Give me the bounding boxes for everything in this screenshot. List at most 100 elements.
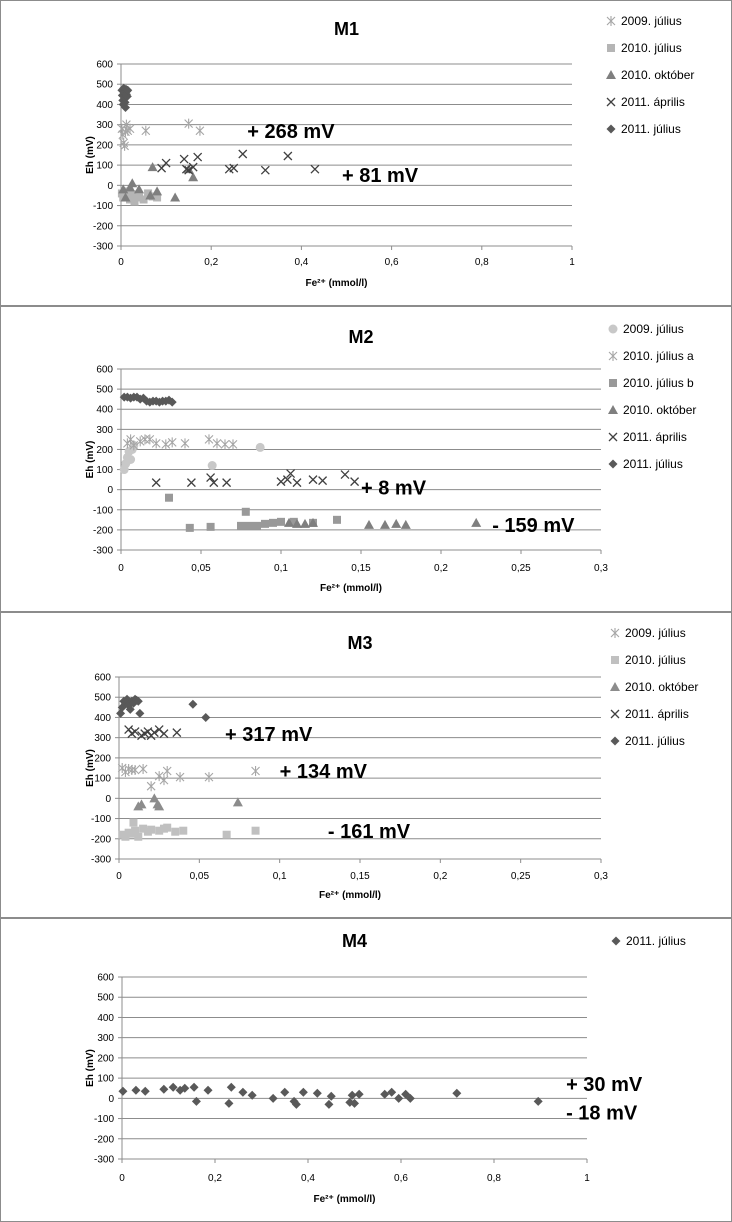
legend-marker	[608, 351, 618, 361]
data-point	[185, 523, 194, 532]
x-tick-label: 0,15	[351, 563, 371, 574]
data-point	[324, 1099, 334, 1109]
y-tick-label: -300	[91, 855, 111, 866]
data-point	[120, 140, 129, 151]
legend-marker	[610, 682, 620, 691]
data-point	[171, 827, 180, 836]
y-tick-label: -200	[94, 1134, 114, 1145]
data-point	[224, 1098, 234, 1108]
y-tick-label: -100	[93, 201, 113, 212]
data-point	[134, 832, 143, 841]
data-point	[401, 1089, 411, 1099]
y-tick-label: 200	[96, 140, 113, 151]
data-point	[326, 1091, 336, 1101]
panel-m3: M3 600 500 400 300 200 100 0 -100 -200 -300 0 0,05 0,…	[0, 612, 732, 918]
data-point	[179, 826, 188, 835]
data-point	[204, 772, 214, 783]
y-tick-label: 400	[94, 713, 111, 724]
series	[133, 793, 243, 811]
y-axis-label: Eh (mV)	[85, 749, 96, 787]
data-point	[147, 825, 156, 834]
data-point	[260, 165, 270, 175]
series	[118, 1082, 543, 1109]
data-point	[167, 397, 177, 407]
data-point	[312, 1088, 322, 1098]
data-point	[222, 478, 232, 488]
x-tick-label: 0,15	[350, 871, 370, 882]
data-point	[354, 1089, 364, 1099]
data-point	[283, 151, 293, 161]
legend-marker	[606, 124, 616, 134]
y-tick-label: 100	[96, 465, 113, 476]
x-tick-label: 0,6	[385, 257, 399, 268]
x-tick-label: 0,3	[594, 871, 608, 882]
y-tick-label: 0	[107, 181, 113, 192]
data-point	[153, 193, 162, 202]
data-point	[251, 826, 260, 835]
value-annotation: + 317 mV	[225, 724, 313, 746]
y-tick-label: 300	[94, 733, 111, 744]
data-point	[149, 728, 159, 738]
value-annotation: - 18 mV	[566, 1102, 638, 1124]
y-tick-label: -300	[93, 546, 113, 557]
series	[157, 149, 320, 175]
data-point	[533, 1096, 543, 1106]
x-tick-label: 0,25	[511, 871, 531, 882]
data-point	[117, 702, 127, 712]
chart-title: M4	[342, 931, 367, 951]
data-point	[253, 521, 261, 530]
data-point	[282, 475, 292, 485]
data-point	[126, 455, 136, 464]
chart-m1: M1 600 500 400 300 200 100 0 -100 -200 -300 0 0,2 0,4…	[85, 14, 694, 289]
data-point	[120, 97, 130, 107]
data-point	[131, 1085, 141, 1095]
legend-entry: 2010. július	[621, 41, 682, 55]
y-tick-label: -300	[94, 1155, 114, 1166]
data-point	[133, 696, 143, 706]
data-point	[212, 438, 222, 449]
legend-marker	[608, 459, 618, 469]
x-tick-label: 0,4	[301, 1173, 315, 1184]
data-point	[159, 1084, 169, 1094]
x-axis-label: Fe²⁺ (mmol/l)	[306, 278, 368, 289]
data-point	[136, 799, 147, 809]
data-point	[364, 519, 374, 529]
data-point	[168, 1082, 178, 1092]
data-point	[167, 437, 177, 448]
data-point	[144, 189, 153, 198]
legend-marker	[607, 44, 615, 52]
legend-marker	[610, 709, 620, 719]
data-point	[123, 85, 133, 95]
legend-entry: 2009. július	[621, 14, 682, 28]
series	[116, 694, 211, 722]
data-point	[154, 801, 165, 811]
legend-marker	[606, 70, 616, 79]
data-point	[292, 518, 302, 528]
x-tick-label: 0,1	[274, 563, 288, 574]
legend-marker	[610, 628, 620, 638]
data-point	[139, 195, 148, 204]
data-point	[276, 477, 286, 487]
data-point	[155, 826, 164, 835]
legend-entry: 2010. július b	[623, 376, 694, 390]
data-point	[140, 1086, 150, 1096]
legend-entry: 2011. július	[626, 934, 686, 948]
data-point	[161, 158, 171, 168]
legend-entry: 2011. július	[625, 734, 685, 748]
legend-marker	[608, 324, 618, 334]
x-tick-label: 0,05	[190, 871, 210, 882]
y-tick-label: -200	[91, 834, 111, 845]
x-tick-label: 0,25	[511, 563, 531, 574]
panel-m2: M2 600 500 400 300 200 100 0 -100 -200 -300 0 0,05 0,…	[0, 306, 732, 612]
y-tick-label: 0	[107, 485, 113, 496]
y-tick-label: 200	[94, 753, 111, 764]
x-tick-label: 0,4	[294, 257, 308, 268]
legend-entry: 2011. július	[621, 122, 681, 136]
data-point	[191, 1096, 201, 1106]
chart-m4: M4 600 500 400 300 200 100 0 -100 -200 -300 0 0,2 0,4…	[85, 931, 686, 1205]
data-point	[310, 164, 320, 174]
data-point	[350, 477, 360, 487]
legend-entry: 2010. október	[625, 680, 698, 694]
data-point	[183, 164, 194, 174]
data-point	[122, 694, 132, 704]
